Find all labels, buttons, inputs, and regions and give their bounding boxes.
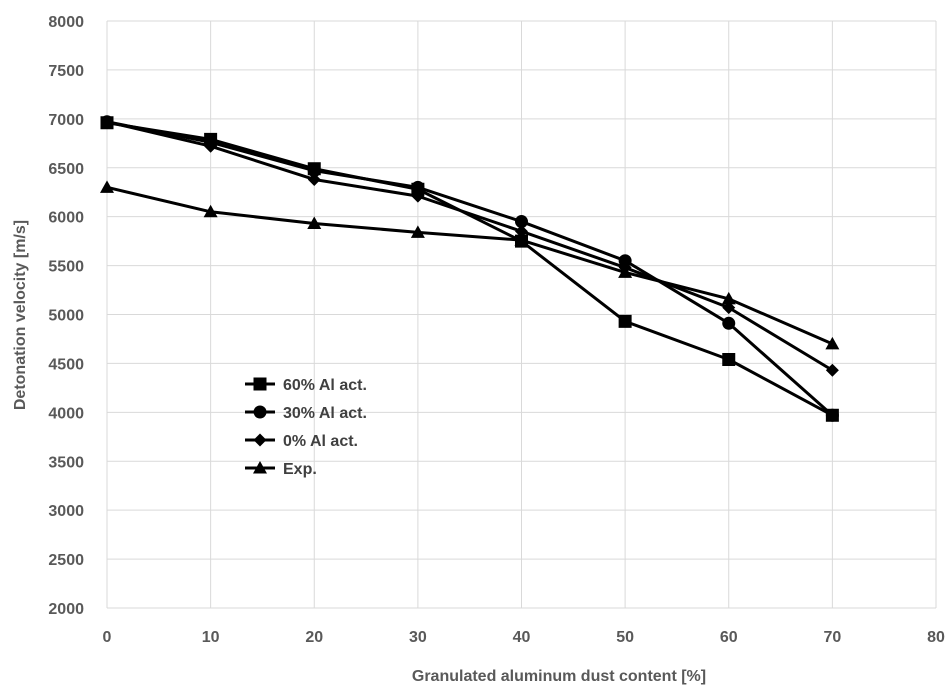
legend-marker-30-al-act [253, 405, 267, 419]
y-tick-label: 6500 [48, 161, 84, 178]
grid [106, 20, 937, 609]
data-point-30-al-act [722, 316, 736, 330]
data-point-0-al-act [722, 301, 736, 315]
data-point-0-al-act [825, 363, 839, 377]
x-axis: 0 10 20 30 40 50 60 70 80 [103, 629, 945, 646]
series-line-60-al-act [106, 121, 834, 417]
data-point-0-al-act [100, 115, 114, 129]
data-point-exp [410, 225, 425, 238]
legend-item-60-al-act: 60% Al act. [245, 377, 367, 394]
legend-label-60-al-act: 60% Al act. [283, 377, 367, 394]
x-axis-label: Granulated aluminum dust content [%] [412, 668, 706, 685]
legend-marker-exp [253, 461, 267, 474]
y-tick-label: 5000 [48, 308, 84, 325]
y-axis: 2000 2500 3000 3500 4000 4500 5000 5500 6000 6500… [48, 14, 84, 618]
series-30-al-act [100, 115, 839, 422]
legend-label-30-al-act: 30% Al act. [283, 405, 367, 422]
y-tick-label: 7500 [48, 63, 84, 80]
data-point-30-al-act [515, 215, 528, 229]
data-point-exp [307, 216, 322, 230]
data-point-0-al-act [307, 172, 321, 186]
x-tick-label: 50 [616, 629, 634, 646]
series-line-0-al-act [106, 120, 834, 372]
legend-item-0-al-act: 0% Al act. [245, 433, 358, 450]
data-point-exp [618, 265, 633, 278]
x-tick-label: 10 [202, 629, 220, 646]
series-60-al-act [100, 116, 839, 422]
y-axis-label: Detonation velocity [m/s] [12, 220, 29, 410]
y-tick-label: 2500 [48, 552, 84, 569]
y-tick-label: 6000 [48, 210, 84, 227]
data-point-60-al-act [722, 353, 736, 367]
data-point-exp [203, 204, 218, 218]
data-point-30-al-act [411, 180, 425, 194]
y-tick-label: 8000 [48, 14, 84, 31]
x-tick-label: 0 [103, 629, 112, 646]
y-tick-label: 5500 [48, 259, 84, 276]
series-line-30-al-act [106, 120, 834, 417]
x-tick-label: 60 [720, 629, 738, 646]
x-tick-label: 80 [927, 629, 945, 646]
data-point-0-al-act [411, 189, 425, 203]
legend-item-30-al-act: 30% Al act. [245, 405, 367, 422]
y-tick-label: 4000 [48, 405, 84, 422]
data-point-0-al-act [204, 139, 218, 153]
data-point-exp [100, 180, 114, 193]
y-tick-label: 3000 [48, 503, 84, 520]
legend-item-exp: Exp. [245, 461, 317, 478]
series-exp [100, 180, 840, 350]
y-tick-label: 4500 [48, 356, 84, 373]
y-tick-label: 2000 [48, 601, 84, 618]
series-0-al-act [100, 115, 839, 377]
legend-label-exp: Exp. [283, 461, 317, 478]
legend-label-0-al-act: 0% Al act. [283, 433, 358, 450]
y-tick-label: 7000 [48, 112, 84, 129]
legend-marker-60-al-act [253, 377, 267, 391]
x-tick-label: 20 [305, 629, 323, 646]
data-point-30-al-act [825, 408, 839, 422]
data-point-exp [721, 291, 736, 305]
legend-marker-0-al-act [253, 433, 267, 447]
y-tick-label: 3500 [48, 454, 84, 471]
series-line-exp [106, 185, 833, 346]
x-tick-label: 30 [409, 629, 427, 646]
plot-area [100, 115, 840, 422]
data-point-0-al-act [515, 224, 528, 238]
data-point-exp [825, 336, 840, 350]
legend: 60% Al act. 30% Al act. 0% Al act. Exp. [245, 377, 367, 478]
data-point-30-al-act [307, 164, 321, 178]
data-point-60-al-act [618, 314, 632, 328]
x-tick-label: 70 [823, 629, 841, 646]
data-point-exp [514, 233, 529, 246]
data-point-30-al-act [618, 254, 632, 268]
x-tick-label: 40 [513, 629, 531, 646]
